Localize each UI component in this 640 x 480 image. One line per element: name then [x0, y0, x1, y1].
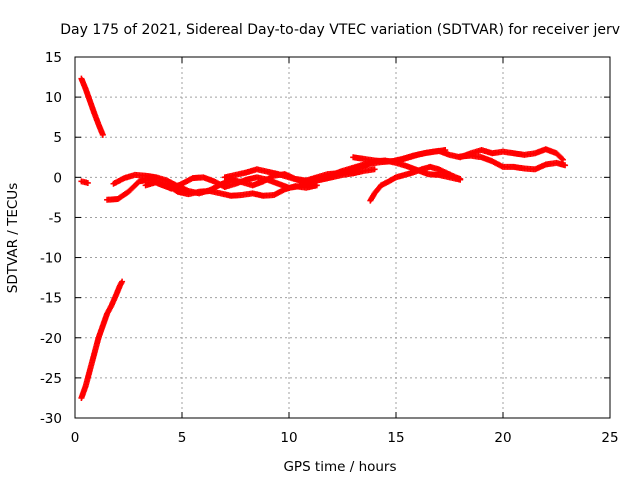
plot-frame [74, 56, 611, 419]
data-point [562, 162, 569, 169]
tick-marks [74, 56, 611, 419]
y-tick-label: 15 [45, 50, 62, 66]
gridlines [75, 57, 610, 418]
chart-title: Day 175 of 2021, Sidereal Day-to-day VTE… [60, 22, 620, 38]
y-axis-label: SDTVAR / TECUs [5, 183, 21, 293]
data-point [457, 175, 464, 182]
y-tick-label: -30 [40, 411, 62, 427]
data-point [84, 179, 91, 186]
data-points [78, 75, 569, 401]
data-point [119, 278, 126, 285]
data-point [558, 155, 565, 162]
y-tick-label: 5 [53, 130, 62, 146]
y-tick-label: 10 [45, 90, 62, 106]
y-tick-label: -25 [40, 371, 62, 387]
x-axis-label: GPS time / hours [283, 459, 396, 475]
x-tick-label: 15 [387, 430, 404, 446]
y-tick-label: -10 [40, 251, 62, 267]
data-point [371, 166, 378, 173]
tick-labels: 0 5 10 15 20 25 15 10 5 0 -5 -10 -15 -20 -25 -30 [40, 50, 619, 446]
x-tick-label: 10 [280, 430, 297, 446]
x-tick-label: 5 [178, 430, 187, 446]
x-tick-label: 0 [71, 430, 80, 446]
y-tick-label: -15 [40, 291, 62, 307]
y-tick-label: -20 [40, 331, 62, 347]
data-point [99, 131, 106, 138]
x-tick-label: 20 [494, 430, 511, 446]
y-tick-label: 0 [53, 170, 62, 186]
y-tick-label: -5 [49, 210, 62, 226]
x-tick-label: 25 [601, 430, 618, 446]
